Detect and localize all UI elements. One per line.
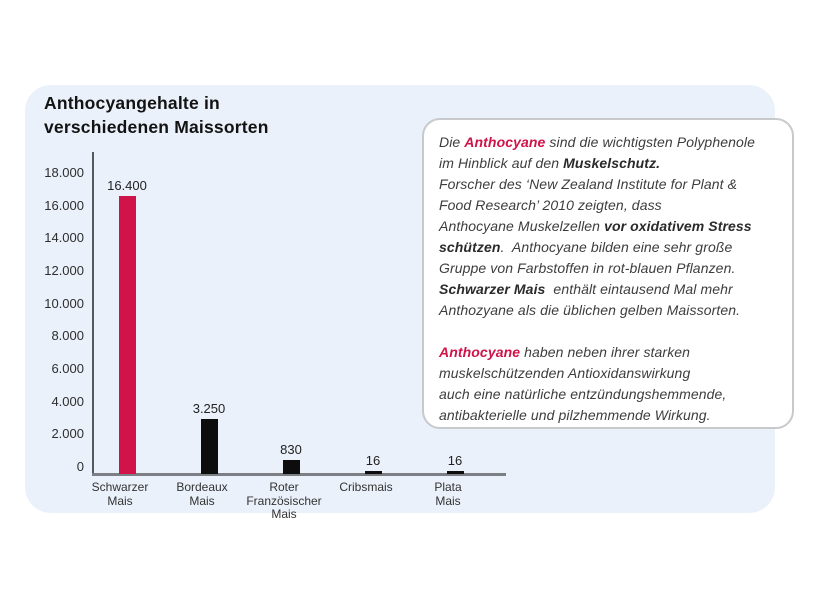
- bar: [200, 418, 218, 474]
- body-text: haben neben ihrer starken: [520, 344, 691, 360]
- category-label-line: Mais: [435, 493, 461, 508]
- body-text: Forscher des ‘New Zealand Institute for …: [439, 176, 738, 192]
- y-axis-line: [92, 152, 94, 476]
- category-label-line: Roter: [269, 480, 299, 494]
- y-tick-label: 2.000: [51, 426, 84, 442]
- y-tick-label: 14.000: [44, 230, 84, 246]
- body-text: antibakterielle und pilzhemmende Wirkung…: [439, 407, 711, 423]
- body-text: Die: [439, 134, 465, 150]
- category-label-line: Cribsmais: [339, 480, 393, 494]
- category-label-line: Mais: [189, 493, 215, 508]
- category-label-line: Schwarzer: [91, 480, 149, 494]
- category-label: Bordeaux Mais: [147, 480, 257, 508]
- emphasis-text: vor oxidativem Stress: [604, 218, 752, 234]
- y-tick-label: 16.000: [44, 197, 84, 213]
- bar: [364, 470, 382, 474]
- emphasis-text: Schwarzer Mais: [439, 281, 546, 297]
- chart-title-line1: Anthocyangehalte in: [44, 93, 220, 113]
- body-text: . Anthocyane bilden eine sehr große: [500, 239, 733, 255]
- y-tick-label: 6.000: [51, 361, 84, 376]
- category-label: Schwarzer Mais: [65, 480, 175, 508]
- bar: [446, 470, 464, 474]
- info-box: Die Anthocyane sind die wichtigsten Poly…: [422, 118, 794, 429]
- body-text: auch eine natürliche entzündungshemmende…: [439, 386, 727, 402]
- info-paragraph-1: Die Anthocyane sind die wichtigsten Poly…: [439, 132, 778, 321]
- bar-value-label: 3.250: [192, 400, 226, 416]
- y-tick-label: 0: [76, 459, 84, 474]
- body-text: Gruppe von Farbstoffen in rot-blauen Pfl…: [439, 260, 736, 276]
- category-label-line: Mais: [271, 507, 297, 521]
- accent-keyword: Anthocyane: [439, 344, 521, 360]
- bar-value-label: 16.400: [107, 178, 147, 194]
- y-tick-label: 4.000: [51, 393, 84, 409]
- y-tick-label: 12.000: [44, 263, 84, 278]
- category-label-line: Plata: [434, 480, 462, 494]
- emphasis-text: Muskelschutz.: [563, 155, 661, 171]
- body-text: sind die wichtigsten Polyphenole: [545, 134, 755, 150]
- category-label-line: Bordeaux: [176, 480, 228, 494]
- y-tick-label: 18.000: [44, 165, 84, 180]
- body-text: muskelschützenden Antioxidanswirkung: [439, 365, 691, 381]
- info-paragraph-2: Anthocyane haben neben ihrer starken musk…: [439, 342, 778, 426]
- x-axis-line: [92, 473, 506, 476]
- category-label-line: Französischer: [246, 493, 322, 508]
- chart-title: Anthocyangehalte in verschiedenen Maisso…: [44, 91, 269, 139]
- category-label: Cribsmais: [311, 480, 421, 495]
- bar: [118, 196, 136, 474]
- body-text: Food Research’ 2010 zeigten, dass: [439, 197, 662, 213]
- body-text: enthält eintausend Mal mehr: [545, 281, 733, 297]
- bar-value-label: 16: [365, 452, 381, 468]
- bar: [282, 459, 300, 474]
- category-label-line: Mais: [107, 493, 133, 508]
- body-text: im Hinblick auf den: [439, 155, 564, 171]
- body-text: Anthozyane als die üblichen gelben Maiss…: [439, 302, 741, 318]
- accent-keyword: Anthocyane: [464, 134, 546, 150]
- y-tick-label: 8.000: [51, 328, 84, 344]
- bar-value-label: 16: [447, 452, 463, 468]
- emphasis-text: schützen: [439, 239, 501, 255]
- category-label: Plata Mais: [393, 480, 503, 508]
- y-tick-label: 10.000: [44, 295, 84, 311]
- body-text: Anthocyane Muskelzellen: [439, 218, 605, 234]
- category-label: Roter Französischer Mais: [229, 480, 339, 522]
- bar-value-label: 830: [280, 441, 302, 457]
- chart-title-line2: verschiedenen Maissorten: [44, 117, 269, 137]
